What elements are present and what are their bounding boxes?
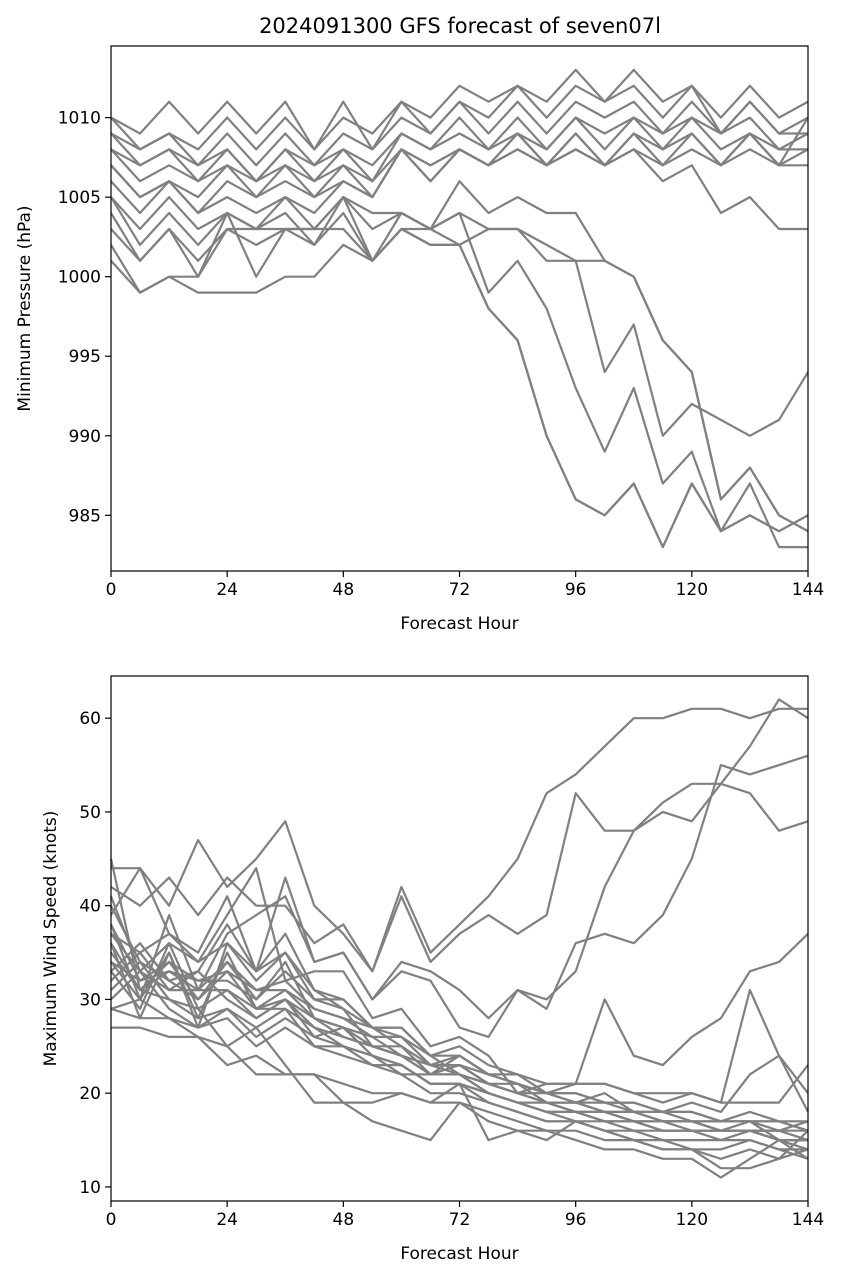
wind-x-tick-label: 120: [676, 1210, 708, 1230]
pressure-y-tick-label: 995: [69, 347, 101, 367]
wind-y-tick-label: 30: [79, 990, 101, 1010]
wind-x-tick-label: 144: [792, 1210, 824, 1230]
pressure-x-tick-label: 0: [106, 580, 117, 600]
wind-y-tick-label: 50: [79, 803, 101, 823]
wind-series-layer: [109, 698, 809, 1179]
wind-member-line-19: [110, 923, 809, 1132]
wind-member-line-2: [110, 782, 809, 973]
pressure-x-axis-label: Forecast Hour: [400, 614, 518, 634]
wind-member-line-5: [110, 867, 809, 1095]
wind-member-line-16: [109, 858, 809, 1170]
pressure-member-line-11: [110, 196, 809, 437]
pressure-member-line-7: [110, 132, 808, 199]
wind-member-line-21: [110, 951, 808, 1142]
pressure-ticks: 0 24 48 72 96 120 144 985 990 995 1000 1005 1010: [58, 109, 824, 600]
pressure-y-tick-label: 1010: [58, 109, 101, 129]
pressure-member-line-6: [110, 132, 809, 183]
pressure-x-tick-label: 48: [333, 580, 355, 600]
pressure-x-tick-label: 144: [792, 580, 824, 600]
wind-member-line-1: [111, 707, 808, 973]
wind-panel: 0 24 48 72 96 120 144 10 20 30 40 50 60 Forecast Hou…: [41, 675, 824, 1264]
pressure-y-tick-label: 1005: [58, 188, 101, 208]
pressure-member-line-5: [110, 116, 808, 183]
pressure-y-tick-label: 990: [69, 427, 101, 447]
pressure-member-line-9: [110, 117, 809, 215]
pressure-member-line-10: [110, 180, 809, 533]
wind-ticks: 0 24 48 72 96 120 144 10 20 30 40 50 60: [79, 709, 824, 1230]
wind-x-tick-label: 0: [106, 1210, 117, 1230]
wind-x-axis-label: Forecast Hour: [400, 1244, 518, 1264]
wind-x-tick-label: 24: [216, 1210, 238, 1230]
wind-member-line-22: [110, 923, 808, 1123]
pressure-member-line-3: [110, 100, 808, 167]
wind-x-tick-label: 72: [449, 1210, 471, 1230]
pressure-y-tick-label: 1000: [58, 268, 101, 288]
pressure-member-line-14: [110, 227, 809, 549]
pressure-y-tick-label: 985: [69, 506, 101, 526]
wind-member-line-3: [110, 754, 809, 1039]
pressure-series-layer: [110, 68, 809, 549]
wind-y-tick-label: 10: [79, 1178, 101, 1198]
pressure-x-tick-label: 120: [676, 580, 708, 600]
wind-axes-frame: [110, 675, 809, 1202]
pressure-member-line-1: [110, 68, 809, 151]
wind-x-tick-label: 96: [565, 1210, 587, 1230]
wind-y-tick-label: 20: [79, 1084, 101, 1104]
pressure-member-line-12: [110, 211, 808, 549]
wind-member-line-23: [110, 932, 809, 1104]
wind-member-line-4: [109, 698, 809, 1020]
pressure-member-line-15: [110, 227, 809, 533]
pressure-y-axis-label: Minimum Pressure (hPa): [15, 205, 35, 411]
wind-y-tick-label: 40: [79, 897, 101, 917]
wind-x-tick-label: 48: [333, 1210, 355, 1230]
pressure-x-tick-label: 72: [449, 580, 471, 600]
wind-y-axis-label: Maximum Wind Speed (knots): [41, 811, 61, 1067]
wind-y-tick-label: 60: [79, 709, 101, 729]
pressure-panel: 2024091300 GFS forecast of seven07l 0 24 4…: [15, 14, 824, 634]
chart-title: 2024091300 GFS forecast of seven07l: [259, 14, 661, 38]
pressure-axes-frame: [110, 45, 809, 572]
pressure-x-tick-label: 96: [565, 580, 587, 600]
pressure-x-tick-label: 24: [216, 580, 238, 600]
